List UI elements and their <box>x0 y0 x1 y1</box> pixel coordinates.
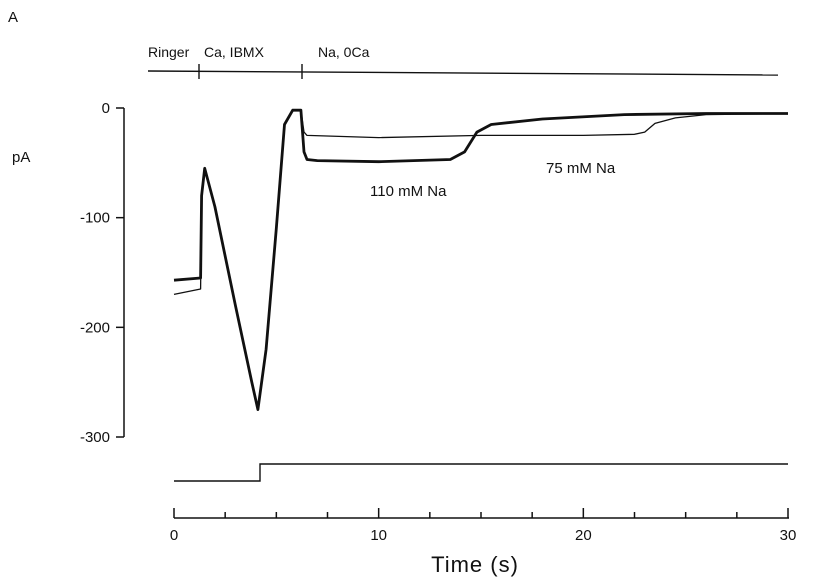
y-tick-label: 0 <box>102 100 110 117</box>
solution-timeline: Ringer Ca, IBMX Na, 0Ca <box>147 44 779 79</box>
y-axis-label: pA <box>12 149 30 166</box>
annotation-110mm-na: 110 mM Na <box>370 183 447 200</box>
x-tick-label: 0 <box>170 527 178 544</box>
x-axis-label: Time (s) <box>431 552 519 577</box>
y-tick-label: -100 <box>80 210 110 227</box>
solution-timeline-line <box>147 70 779 76</box>
data-traces <box>173 108 789 411</box>
y-tick-label: -200 <box>80 319 110 336</box>
solution-label-na-0ca: Na, 0Ca <box>318 44 370 60</box>
solution-monitor-trace <box>174 463 788 482</box>
series-line-1 <box>173 108 788 411</box>
series-line-2 <box>173 109 789 411</box>
y-tick-label: -300 <box>80 429 110 446</box>
y-axis: pA 0 -100 -200 -300 <box>12 100 125 446</box>
x-tick-label: 10 <box>370 527 387 544</box>
x-axis: 0 10 20 30 Time (s) <box>170 508 797 577</box>
solution-label-ringer: Ringer <box>148 44 190 60</box>
panel-label: A <box>8 9 18 26</box>
annotation-75mm-na: 75 mM Na <box>546 160 616 177</box>
x-tick-label: 30 <box>780 527 797 544</box>
solution-label-ca-ibmx: Ca, IBMX <box>204 44 265 60</box>
x-tick-label: 20 <box>575 527 592 544</box>
